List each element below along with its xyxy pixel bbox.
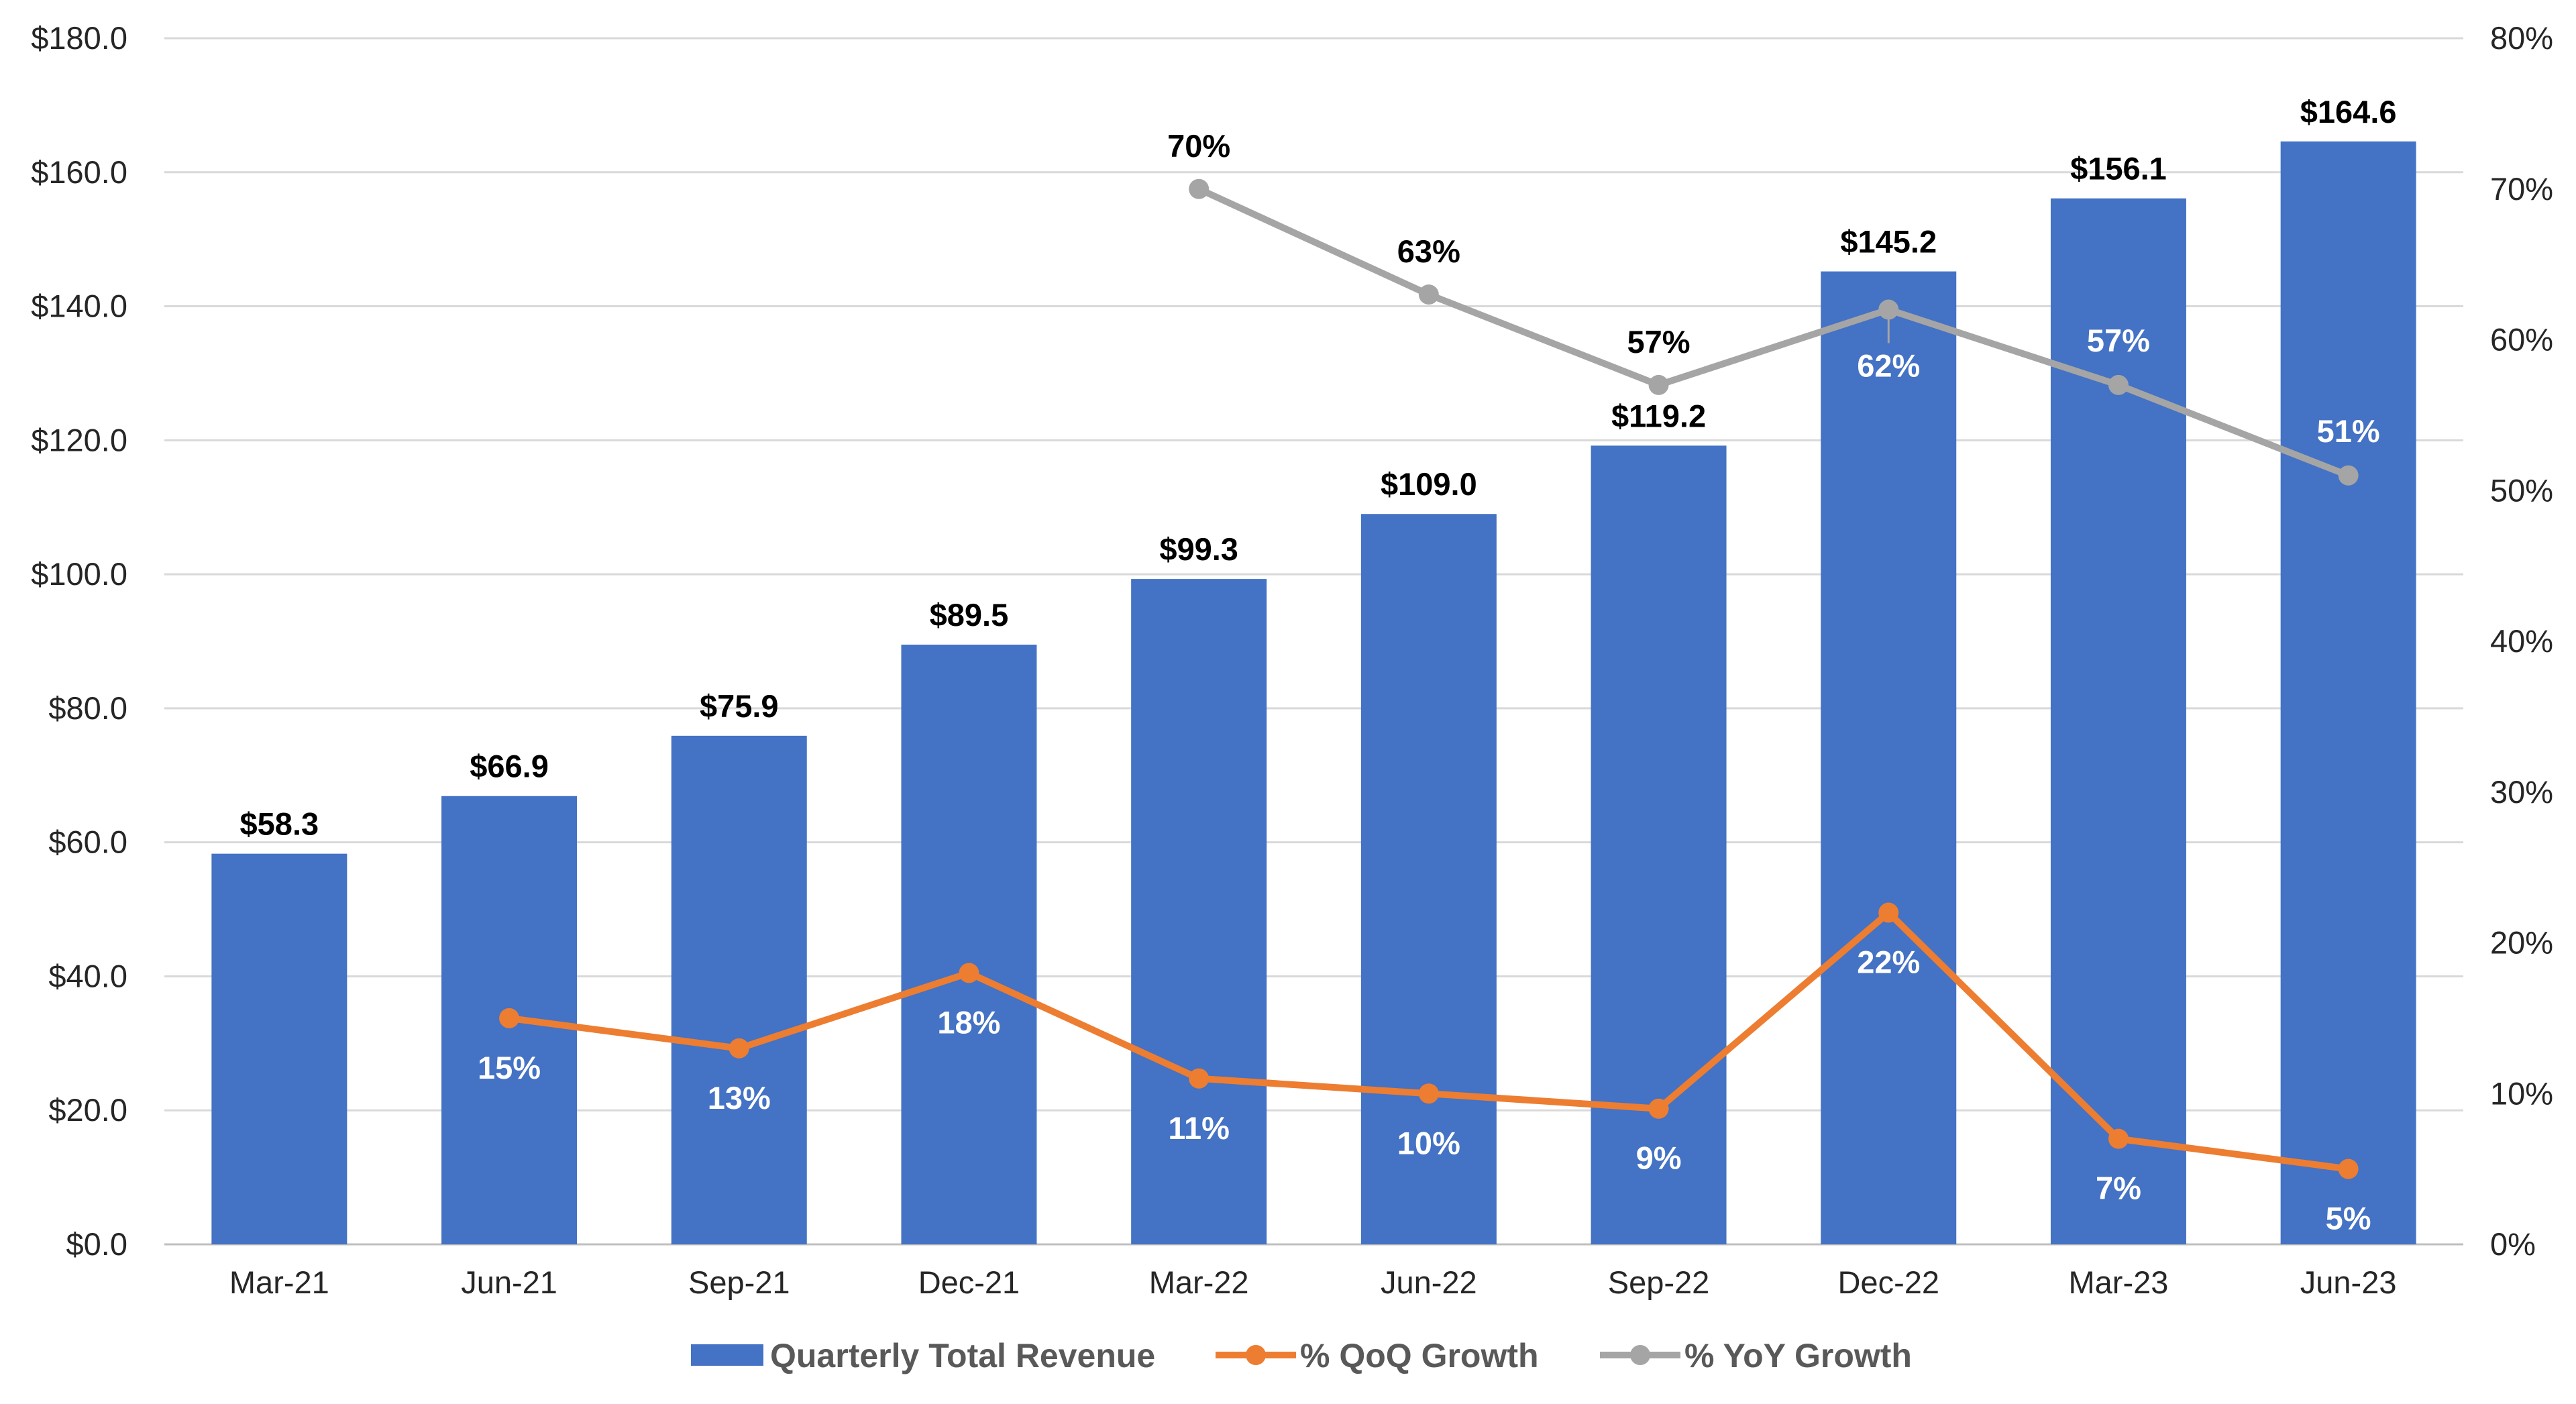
y-right-tick-label: 20%: [2490, 925, 2553, 961]
yoy-growth-line: [1195, 185, 2352, 479]
x-tick-label: Sep-21: [688, 1264, 790, 1300]
y-left-tick-label: $0.0: [66, 1226, 127, 1262]
qoq-growth-point: [1189, 1068, 1210, 1089]
legend-label-revenue: Quarterly Total Revenue: [770, 1337, 1155, 1374]
y-right-tick-label: 10%: [2490, 1075, 2553, 1111]
x-tick-label: Jun-23: [2300, 1264, 2397, 1300]
revenue-bar-label: $75.9: [700, 688, 779, 724]
revenue-bars: [211, 141, 2416, 1245]
revenue-bar-label: $66.9: [470, 749, 549, 784]
qoq-growth-label: 10%: [1397, 1125, 1460, 1160]
qoq-growth-label: 15%: [478, 1050, 541, 1085]
revenue-bar-label: $156.1: [2070, 151, 2167, 186]
revenue-bar: [1360, 514, 1497, 1244]
qoq-growth-point: [1648, 1098, 1669, 1119]
qoq-growth-label: 9%: [1636, 1140, 1682, 1176]
y-left-tick-label: $160.0: [31, 154, 127, 190]
qoq-growth-label: 11%: [1168, 1110, 1229, 1146]
revenue-bar-label: $99.3: [1159, 531, 1238, 567]
axes: $0.0 $20.0 $40.0 $60.0 $80.0 $100.0 $120.0 $140…: [31, 20, 2553, 1300]
qoq-growth-point: [959, 963, 979, 983]
y-right-tick-label: 40%: [2490, 623, 2553, 659]
y-right-tick-label: 50%: [2490, 472, 2553, 508]
legend-marker-yoy: [1630, 1345, 1650, 1365]
qoq-growth-label: 18%: [937, 1004, 1000, 1040]
legend-label-qoq: % QoQ Growth: [1300, 1337, 1539, 1374]
legend-marker-qoq: [1246, 1345, 1266, 1365]
y-left-tick-label: $140.0: [31, 288, 127, 324]
y-right-tick-label: 80%: [2490, 20, 2553, 56]
y-left-tick-label: $100.0: [31, 556, 127, 592]
revenue-bar-label: $89.5: [930, 597, 1009, 633]
yoy-growth-label: 57%: [1627, 324, 1690, 360]
y-left-tick-label: $40.0: [48, 958, 127, 993]
x-tick-label: Sep-22: [1608, 1264, 1710, 1300]
revenue-bar-label: $164.6: [2300, 94, 2397, 129]
yoy-growth-label: 62%: [1857, 348, 1920, 384]
qoq-growth-point: [1878, 902, 1899, 923]
x-tick-label: Mar-22: [1149, 1264, 1249, 1300]
y-left-tick-label: $60.0: [48, 824, 127, 860]
legend-swatch-revenue: [691, 1344, 763, 1366]
revenue-bar: [901, 644, 1037, 1244]
y-right-tick-label: 30%: [2490, 774, 2553, 810]
revenue-bar-label: $58.3: [240, 806, 319, 842]
qoq-growth-point: [729, 1038, 749, 1059]
x-tick-label: Dec-22: [1837, 1264, 1939, 1300]
revenue-bar: [1821, 271, 1957, 1245]
x-tick-label: Jun-21: [461, 1264, 557, 1300]
x-tick-label: Mar-21: [229, 1264, 329, 1300]
yoy-growth-point: [1189, 178, 1210, 199]
revenue-bar: [1591, 445, 1727, 1244]
yoy-growth-label: 57%: [2087, 323, 2150, 358]
y-left-tick-label: $20.0: [48, 1092, 127, 1128]
y-left-tick-label: $80.0: [48, 690, 127, 726]
qoq-growth-label: 13%: [708, 1080, 771, 1116]
revenue-bar: [2280, 141, 2416, 1245]
revenue-bar: [1131, 579, 1267, 1244]
yoy-growth-label: 63%: [1397, 233, 1460, 269]
revenue-bar: [211, 853, 347, 1244]
qoq-growth-point: [2108, 1128, 2129, 1149]
growth-lines: [499, 178, 2359, 1179]
yoy-growth-point: [1648, 374, 1669, 395]
y-left-tick-label: $120.0: [31, 422, 127, 457]
y-right-tick-label: 70%: [2490, 171, 2553, 207]
qoq-growth-label: 22%: [1857, 944, 1920, 980]
y-left-tick-label: $180.0: [31, 20, 127, 56]
yoy-growth-point: [1418, 284, 1439, 305]
y-right-tick-label: 60%: [2490, 322, 2553, 358]
revenue-bar-label: $145.2: [1840, 224, 1937, 260]
yoy-growth-point: [1878, 299, 1899, 320]
qoq-growth-label: 7%: [2096, 1171, 2141, 1206]
yoy-growth-label: 70%: [1167, 128, 1230, 164]
qoq-growth-label: 5%: [2326, 1201, 2371, 1236]
data-labels: $58.3 $66.9 $75.9 $89.5 $99.3 $109.0 $119.2 $14…: [240, 94, 2397, 1236]
yoy-growth-label: 51%: [2317, 413, 2380, 449]
legend: Quarterly Total Revenue % QoQ Growth % YoY…: [691, 1337, 1912, 1374]
qoq-growth-point: [2338, 1158, 2359, 1179]
x-tick-label: Mar-23: [2069, 1264, 2169, 1300]
qoq-growth-point: [499, 1008, 520, 1028]
revenue-bar: [671, 735, 807, 1244]
qoq-growth-point: [1418, 1083, 1439, 1104]
revenue-bar-label: $109.0: [1381, 466, 1477, 502]
x-tick-label: Dec-21: [918, 1264, 1020, 1300]
revenue-bar-label: $119.2: [1611, 398, 1706, 433]
legend-label-yoy: % YoY Growth: [1684, 1337, 1912, 1374]
yoy-growth-point: [2108, 374, 2129, 395]
yoy-growth-point: [2338, 465, 2359, 486]
y-right-tick-label: 0%: [2490, 1226, 2536, 1262]
x-tick-label: Jun-22: [1381, 1264, 1477, 1300]
